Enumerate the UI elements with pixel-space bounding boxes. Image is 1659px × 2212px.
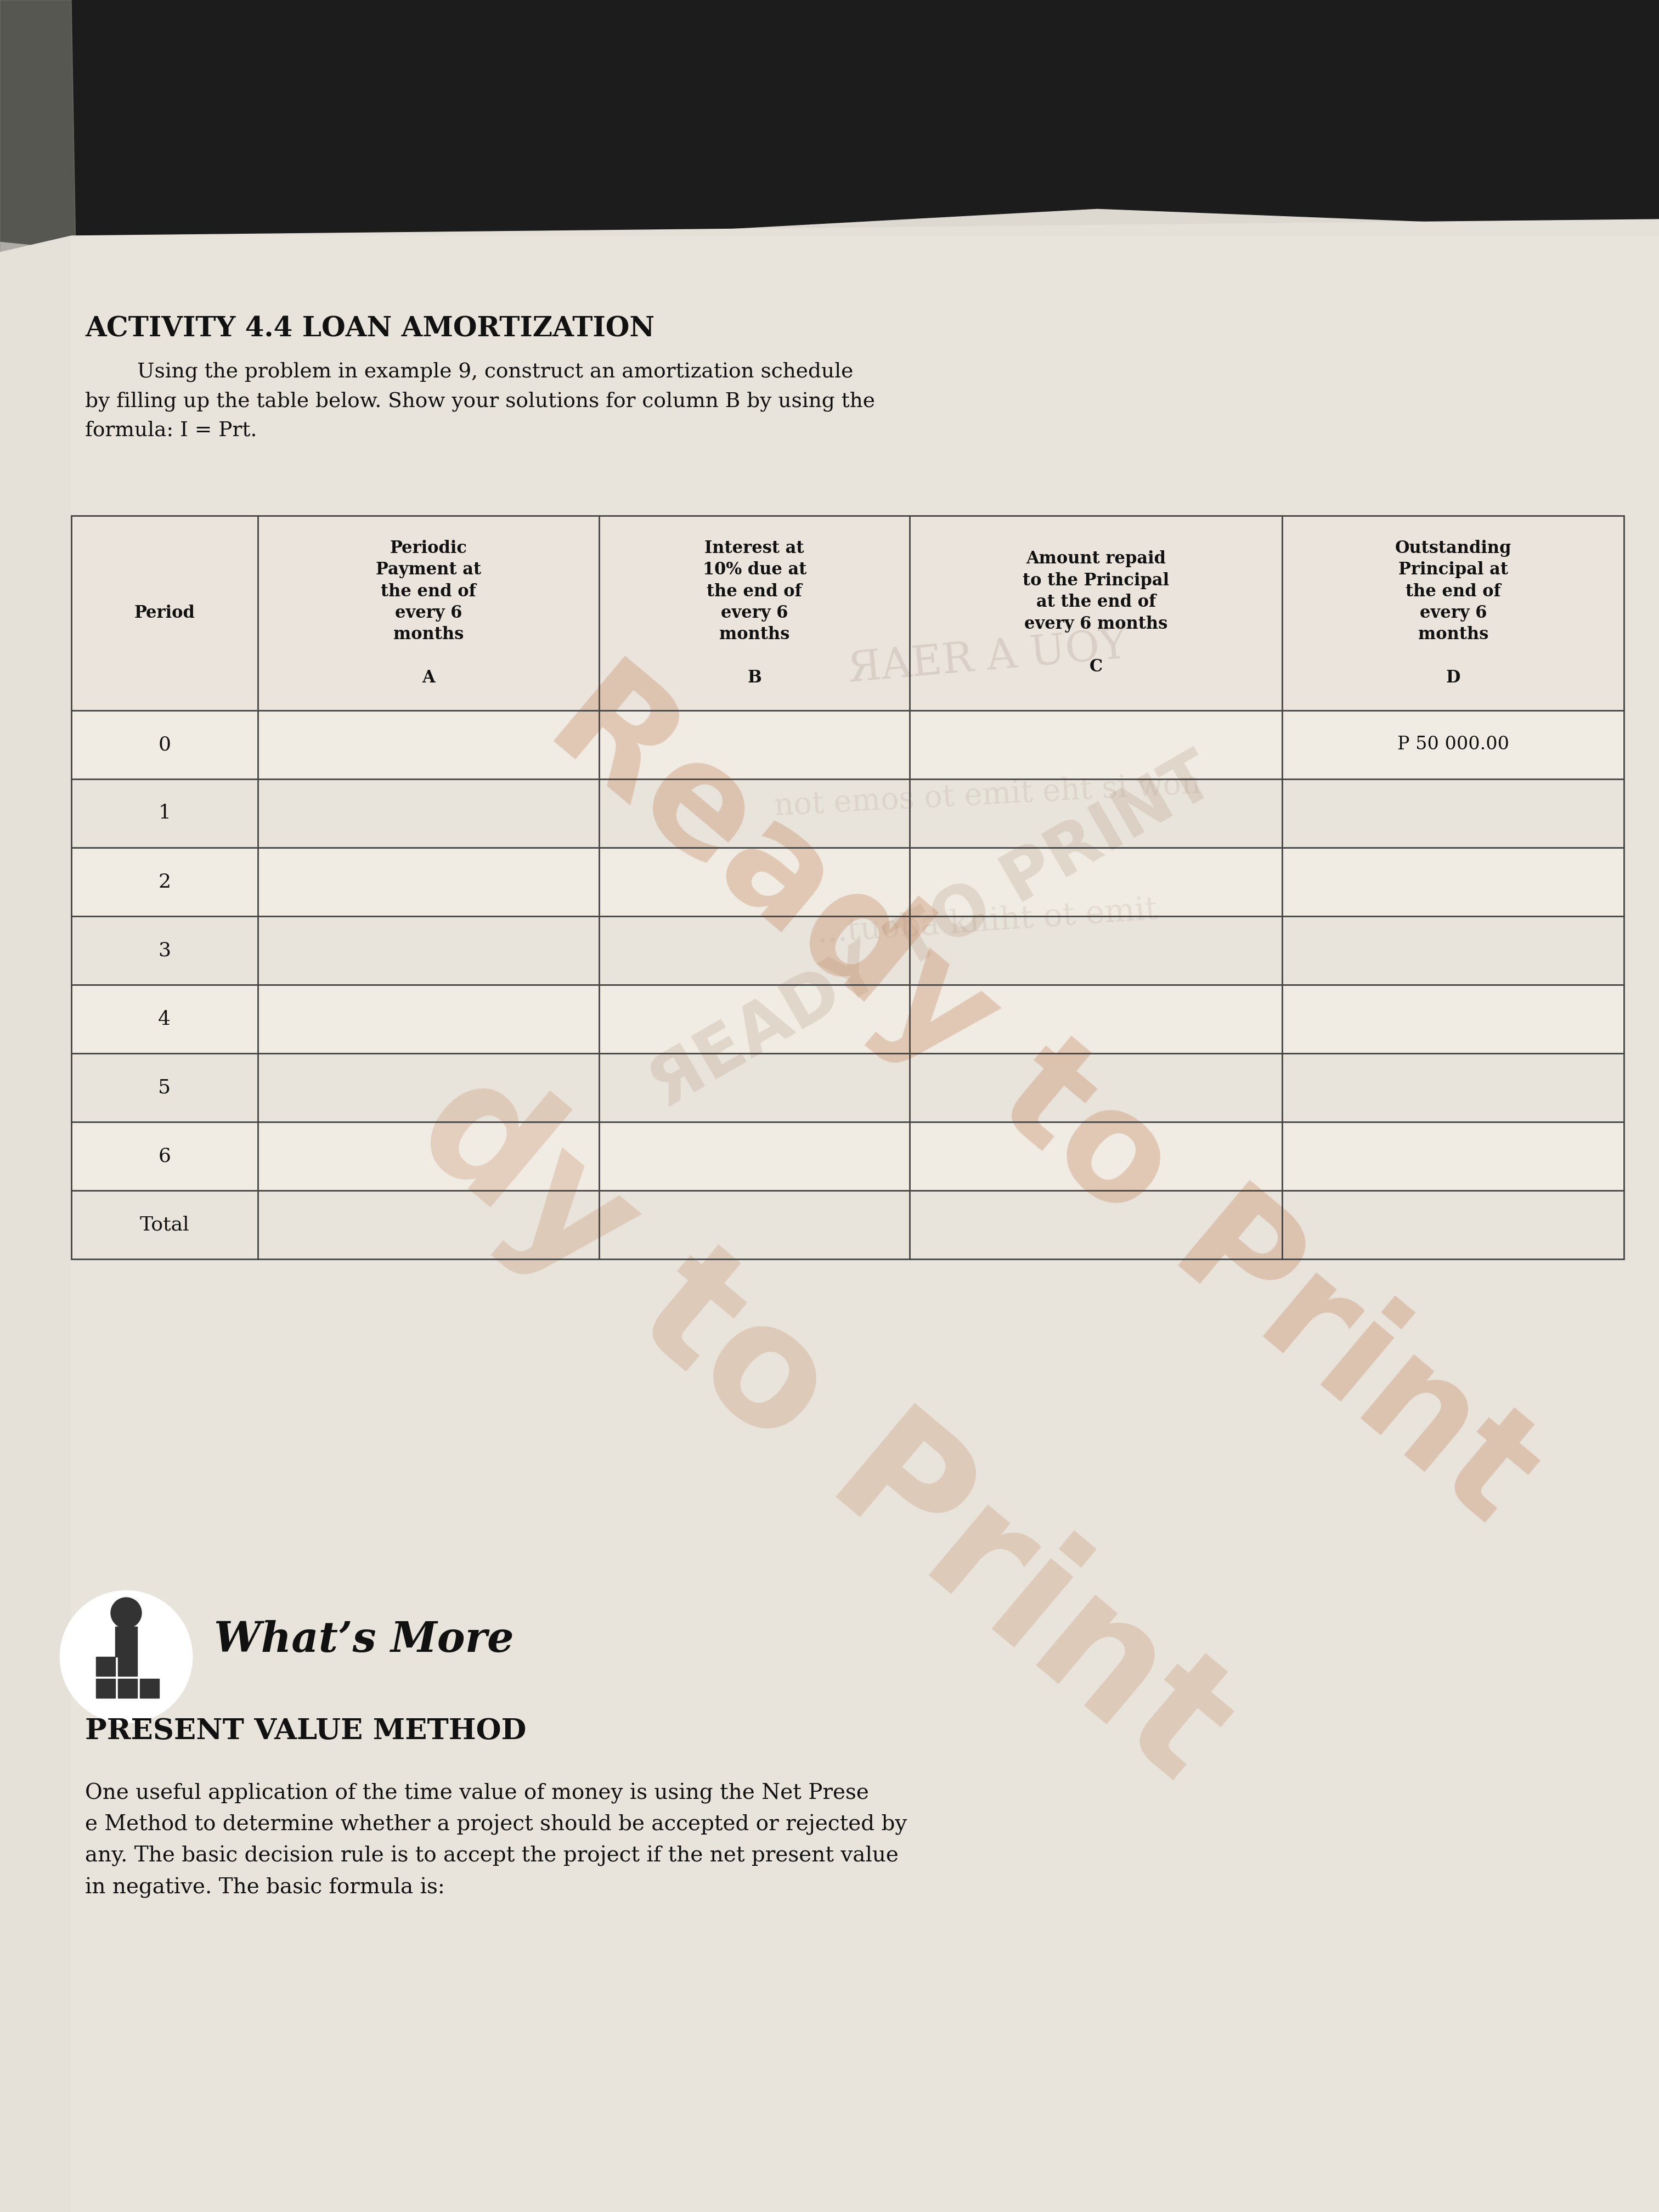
Text: ...tuoba kniht ot emit: ...tuoba kniht ot emit — [816, 894, 1160, 949]
Text: ЯEADY TO PRINT: ЯEADY TO PRINT — [639, 743, 1226, 1121]
Text: ACTIVITY 4.4 LOAN AMORTIZATION: ACTIVITY 4.4 LOAN AMORTIZATION — [85, 316, 655, 343]
Text: Periodic
Payment at
the end of
every 6
months

A: Periodic Payment at the end of every 6 m… — [375, 540, 481, 686]
Bar — [71, 1121, 1624, 1190]
Circle shape — [111, 1597, 141, 1628]
Text: not emos ot emit eht si won: not emos ot emit eht si won — [773, 770, 1201, 821]
Text: Using the problem in example 9, construct an amortization schedule
by filling up: Using the problem in example 9, construc… — [85, 363, 874, 440]
Bar — [71, 1190, 1624, 1259]
Bar — [71, 710, 1624, 779]
Text: 3: 3 — [158, 940, 171, 960]
Text: Total: Total — [139, 1214, 189, 1234]
Bar — [96, 1657, 114, 1677]
Bar — [139, 1679, 159, 1699]
Polygon shape — [0, 0, 109, 2212]
Circle shape — [60, 1590, 192, 1723]
Bar — [96, 1679, 114, 1699]
Bar — [71, 984, 1624, 1053]
Text: Period: Period — [134, 604, 194, 622]
Text: 4: 4 — [158, 1009, 171, 1029]
Text: 0: 0 — [158, 734, 171, 754]
Bar — [118, 1679, 138, 1699]
Text: 6: 6 — [158, 1146, 171, 1166]
Text: 5: 5 — [158, 1077, 171, 1097]
Text: PRESENT VALUE METHOD: PRESENT VALUE METHOD — [85, 1717, 526, 1745]
Bar — [71, 1053, 1624, 1121]
Text: Outstanding
Principal at
the end of
every 6
months

D: Outstanding Principal at the end of ever… — [1395, 540, 1511, 686]
Text: Amount repaid
to the Principal
at the end of
every 6 months

C: Amount repaid to the Principal at the en… — [1022, 551, 1170, 675]
Text: 1: 1 — [158, 803, 171, 823]
Text: 2: 2 — [158, 872, 171, 891]
Text: Interest at
10% due at
the end of
every 6
months

B: Interest at 10% due at the end of every … — [702, 540, 806, 686]
Text: One useful application of the time value of money is using the Net Prese
e Metho: One useful application of the time value… — [85, 1783, 907, 1898]
Bar — [71, 515, 1624, 1259]
Text: dy to Print: dy to Print — [387, 1042, 1259, 1812]
Bar — [71, 515, 1624, 710]
Bar — [71, 515, 1624, 1259]
Polygon shape — [0, 0, 1659, 252]
Text: Ready to Print: Ready to Print — [521, 644, 1564, 1551]
Text: P 50 000.00: P 50 000.00 — [1397, 737, 1510, 754]
Bar — [71, 916, 1624, 984]
Polygon shape — [0, 219, 1659, 2212]
Text: What’s More: What’s More — [214, 1619, 514, 1661]
Bar — [114, 1626, 138, 1657]
Bar — [118, 1657, 138, 1677]
Bar — [71, 847, 1624, 916]
Bar — [71, 237, 1659, 2212]
Text: ЯAER A UOY: ЯAER A UOY — [846, 626, 1130, 690]
Bar — [71, 779, 1624, 847]
